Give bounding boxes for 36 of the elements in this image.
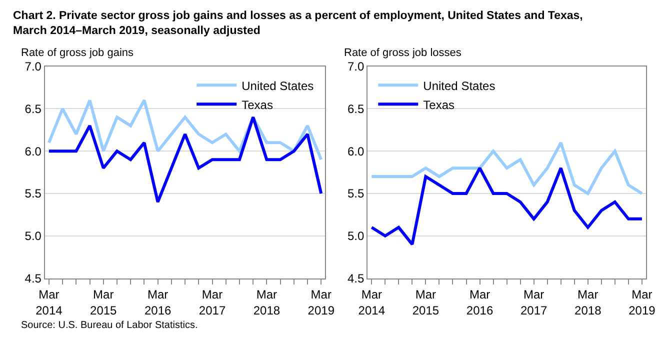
- y-tick-label: 4.5: [24, 271, 42, 286]
- x-tick-label: Mar 2015: [90, 288, 118, 318]
- y-tick-label: 6.0: [24, 144, 42, 158]
- x-tick-label: Mar 2018: [574, 288, 602, 318]
- y-tick-label: 5.5: [348, 186, 365, 201]
- y-tick-label: 6.0: [348, 144, 365, 158]
- x-tick-label: Mar 2017: [198, 288, 226, 318]
- line-series: [370, 141, 644, 195]
- line-series: [370, 166, 644, 246]
- line-series: [47, 98, 323, 162]
- y-tick-label: 4.5: [348, 271, 365, 286]
- y-tick-label: 7.0: [348, 60, 365, 74]
- x-tick-label: Mar 2016: [144, 288, 172, 318]
- legend-label: United States: [423, 78, 496, 93]
- line-series: [47, 116, 323, 204]
- x-tick-label: Mar 2014: [36, 288, 63, 318]
- x-tick-label: Mar 2017: [520, 288, 548, 318]
- x-tick-label: Mar 2018: [253, 288, 280, 318]
- y-tick-label: 7.0: [24, 60, 42, 74]
- chart-title: Chart 2. Private sector gross job gains and losses as a percent of employment, United States and Texas, March 2014–March 2019, seasonally adjusted: [13, 10, 583, 37]
- legend-label: United States: [242, 78, 314, 93]
- x-tick-label: Mar 2016: [466, 288, 494, 318]
- source-note: Source: U.S. Bureau of Labor Statistics.: [21, 320, 198, 331]
- y-tick-label: 5.0: [24, 229, 42, 244]
- legend-label: Texas: [242, 98, 273, 112]
- x-tick-label: Mar 2019: [628, 288, 656, 318]
- y-tick-label: 5.0: [348, 229, 365, 244]
- y-tick-label: 6.5: [348, 102, 365, 116]
- y-tick-label: 5.5: [24, 186, 42, 201]
- y-axis-title: Rate of gross job losses: [344, 47, 462, 59]
- x-tick-label: Mar 2015: [412, 288, 440, 318]
- x-tick-label: Mar 2019: [308, 288, 335, 318]
- y-axis-title: Rate of gross job gains: [21, 47, 134, 59]
- x-tick-label: Mar 2014: [358, 288, 386, 318]
- legend-label: Texas: [423, 98, 455, 112]
- y-tick-label: 6.5: [24, 102, 42, 116]
